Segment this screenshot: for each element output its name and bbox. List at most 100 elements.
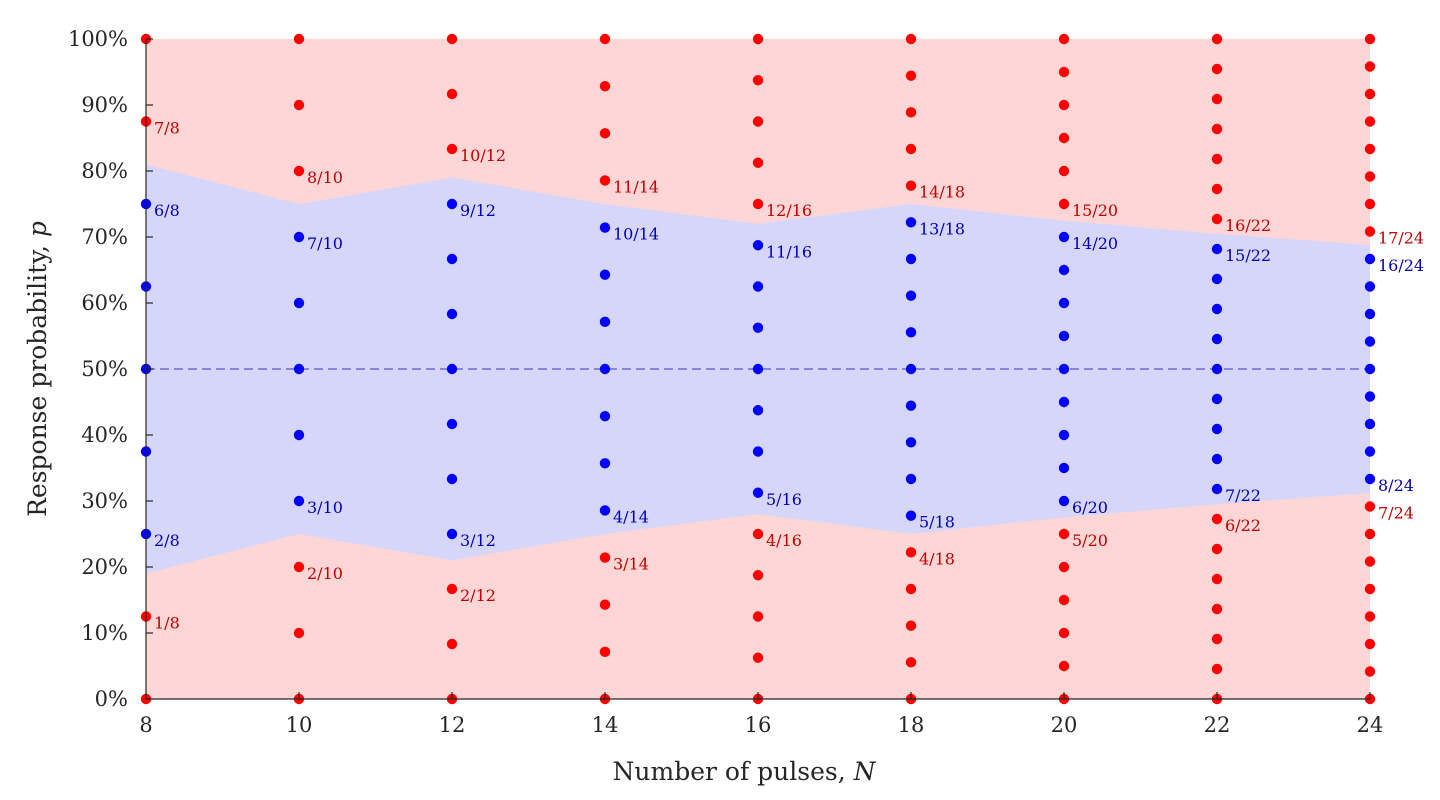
x-tick-label: 20	[1051, 713, 1078, 737]
y-tick-label: 30%	[81, 489, 128, 513]
x-tick-label: 10	[286, 713, 313, 737]
outside-point	[1364, 638, 1376, 650]
outside-point	[1211, 33, 1223, 45]
inside-point	[446, 528, 458, 540]
inside-point	[1058, 462, 1070, 474]
inside-point	[752, 487, 764, 498]
inside-point	[905, 400, 917, 411]
fraction-label: 10/14	[613, 225, 659, 244]
outside-point	[446, 583, 458, 595]
outside-point	[1211, 573, 1223, 585]
x-tick-label: 16	[745, 713, 772, 737]
fraction-label: 12/16	[766, 201, 812, 220]
outside-point	[293, 165, 305, 177]
outside-point	[905, 107, 917, 118]
inside-point	[446, 418, 458, 430]
outside-point	[1364, 143, 1376, 155]
inside-point	[905, 437, 917, 448]
fraction-label: 11/14	[613, 177, 659, 196]
outside-point	[1364, 501, 1376, 512]
fraction-label: 11/16	[766, 242, 812, 261]
outside-point	[1364, 33, 1376, 45]
fraction-label: 3/10	[307, 498, 343, 517]
outside-point	[1364, 528, 1376, 540]
outside-point	[599, 128, 611, 139]
inside-point	[1058, 264, 1070, 276]
inside-point	[1058, 429, 1070, 441]
fraction-label: 15/22	[1225, 246, 1271, 265]
inside-point	[1058, 297, 1070, 309]
outside-point	[752, 652, 764, 663]
fraction-label: 5/20	[1072, 531, 1108, 550]
inside-point	[1364, 308, 1376, 320]
outside-point	[599, 599, 611, 610]
inside-point	[1211, 453, 1223, 465]
x-axis-title: Number of pulses, N	[613, 757, 877, 786]
x-tick-label: 14	[592, 713, 619, 737]
outside-point	[905, 620, 917, 631]
outside-point	[905, 583, 917, 595]
inside-point	[293, 297, 305, 309]
outside-point	[1211, 543, 1223, 555]
fraction-label: 14/18	[919, 183, 965, 202]
outside-point	[752, 116, 764, 127]
outside-point	[1058, 528, 1070, 540]
fraction-label: 6/20	[1072, 498, 1108, 517]
inside-point	[905, 510, 917, 521]
inside-point	[1211, 273, 1223, 285]
fraction-label: 17/24	[1378, 229, 1424, 248]
outside-point	[1364, 666, 1376, 677]
inside-point	[599, 269, 611, 280]
inside-point	[752, 240, 764, 251]
inside-point	[752, 405, 764, 416]
outside-point	[1058, 33, 1070, 45]
outside-point	[1211, 513, 1223, 525]
y-tick-label: 80%	[81, 159, 128, 183]
inside-point	[1211, 423, 1223, 435]
outside-point	[1058, 627, 1070, 639]
inside-point	[1364, 253, 1376, 265]
inside-point	[1058, 330, 1070, 342]
outside-point	[1364, 61, 1376, 72]
inside-point	[1364, 391, 1376, 402]
outside-point	[1058, 66, 1070, 78]
fraction-label: 5/18	[919, 513, 955, 532]
y-axis-title: Response probability, p	[23, 221, 52, 517]
outside-point	[1211, 183, 1223, 195]
outside-point	[1058, 165, 1070, 177]
outside-point	[905, 547, 917, 558]
outside-point	[1364, 583, 1376, 595]
outside-point	[599, 552, 611, 563]
outside-point	[1211, 123, 1223, 135]
inside-point	[1211, 243, 1223, 255]
fraction-label: 15/20	[1072, 201, 1118, 220]
data-points	[140, 33, 1376, 705]
outside-point	[905, 180, 917, 191]
inside-point	[1211, 333, 1223, 345]
inside-point	[293, 495, 305, 507]
inside-point	[446, 473, 458, 485]
inside-point	[599, 458, 611, 469]
fraction-label: 14/20	[1072, 234, 1118, 253]
outside-point	[1211, 663, 1223, 675]
fraction-label: 4/14	[613, 507, 649, 526]
outside-point	[446, 638, 458, 650]
inside-point	[1364, 446, 1376, 457]
x-tick-label: 24	[1357, 713, 1384, 737]
outside-point	[752, 75, 764, 86]
y-tick-label: 100%	[68, 27, 128, 51]
outside-point	[1364, 226, 1376, 237]
inside-point	[1364, 281, 1376, 292]
y-tick-label: 70%	[81, 225, 128, 249]
outside-point	[752, 157, 764, 168]
outside-point	[1364, 611, 1376, 622]
fraction-label: 2/10	[307, 564, 343, 583]
outside-point	[1058, 132, 1070, 144]
inside-point	[1211, 303, 1223, 315]
outside-point	[446, 33, 458, 45]
outside-point	[599, 646, 611, 658]
inside-point	[752, 281, 764, 292]
inside-point	[446, 198, 458, 210]
